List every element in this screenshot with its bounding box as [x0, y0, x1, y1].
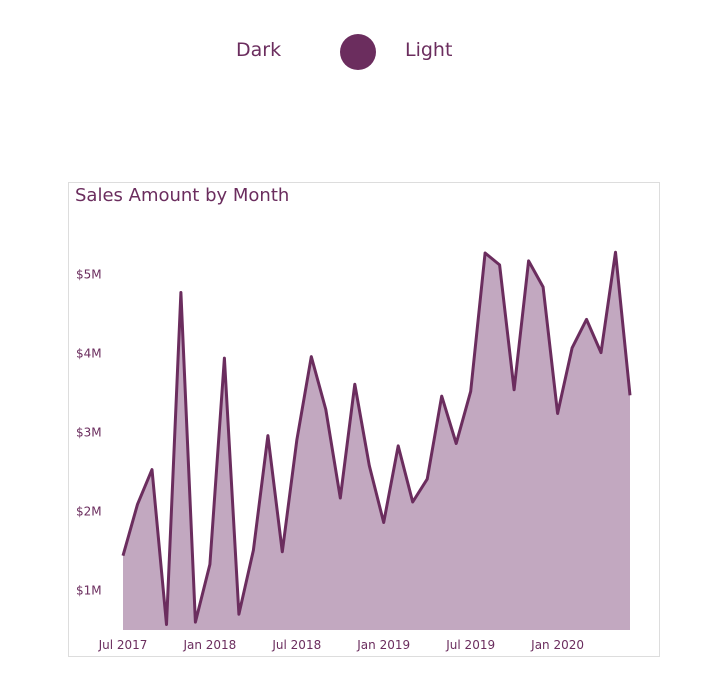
theme-toggle-switch[interactable] — [313, 33, 379, 71]
chart-title: Sales Amount by Month — [75, 185, 290, 206]
y-tick-label: $2M — [76, 505, 102, 519]
light-label: Light — [405, 39, 453, 61]
data-point-2018-02[interactable] — [222, 356, 226, 360]
x-tick-label: Jul 2017 — [98, 638, 148, 652]
data-point-2018-10[interactable] — [338, 496, 342, 500]
data-point-2019-11[interactable] — [527, 259, 531, 263]
data-point-2018-05[interactable] — [266, 434, 270, 438]
data-point-2020-06[interactable] — [628, 393, 632, 397]
data-point-2018-07[interactable] — [295, 438, 299, 442]
data-point-2019-03[interactable] — [411, 500, 415, 504]
data-point-2018-01[interactable] — [208, 562, 212, 566]
x-tick-label: Jan 2018 — [182, 638, 236, 652]
data-point-2019-12[interactable] — [541, 285, 545, 289]
data-point-2020-02[interactable] — [570, 346, 574, 350]
data-point-2019-01[interactable] — [382, 521, 386, 525]
data-point-2020-05[interactable] — [614, 250, 618, 254]
data-point-2017-12[interactable] — [193, 620, 197, 624]
data-point-2017-09[interactable] — [150, 468, 154, 472]
data-point-2017-10[interactable] — [165, 623, 169, 627]
data-point-2018-04[interactable] — [251, 548, 255, 552]
data-point-2018-12[interactable] — [367, 464, 371, 468]
data-point-2019-10[interactable] — [512, 388, 516, 392]
data-point-2018-11[interactable] — [353, 382, 357, 386]
data-point-2019-05[interactable] — [440, 394, 444, 398]
data-point-2020-04[interactable] — [599, 351, 603, 355]
sales-line — [121, 250, 632, 626]
dark-label: Dark — [236, 39, 282, 61]
data-point-2019-07[interactable] — [469, 389, 473, 393]
data-point-2018-06[interactable] — [280, 550, 284, 554]
data-point-2018-09[interactable] — [324, 408, 328, 412]
data-point-2018-03[interactable] — [237, 612, 241, 616]
theme-toggle-row: Dark Light — [0, 30, 720, 74]
x-tick-label: Jan 2019 — [356, 638, 410, 652]
x-tick-label: Jul 2018 — [271, 638, 321, 652]
data-point-2020-03[interactable] — [585, 317, 589, 321]
data-point-2019-09[interactable] — [498, 263, 502, 267]
x-tick-label: Jan 2020 — [530, 638, 584, 652]
y-tick-label: $1M — [76, 584, 102, 598]
data-point-2020-01[interactable] — [556, 412, 560, 416]
sales-chart-card: Sales Amount by Month $1M $2M $3M $4M $5M Jul… — [68, 182, 660, 657]
y-tick-label: $3M — [76, 425, 102, 439]
y-tick-label: $4M — [76, 346, 102, 360]
data-point-2018-08[interactable] — [309, 355, 313, 359]
data-point-2019-02[interactable] — [396, 444, 400, 448]
y-tick-label: $5M — [76, 267, 102, 281]
x-tick-label: Jul 2019 — [445, 638, 495, 652]
toggle-knob[interactable] — [340, 34, 376, 70]
data-point-2017-07[interactable] — [121, 554, 125, 558]
data-point-2019-06[interactable] — [454, 442, 458, 446]
sales-area-chart: $1M $2M $3M $4M $5M Jul 2017 Jan 2018 Jul 2018 J… — [76, 250, 632, 652]
data-point-2019-08[interactable] — [483, 251, 487, 255]
sales-area-fill — [123, 252, 630, 630]
data-point-2019-04[interactable] — [425, 477, 429, 481]
data-point-2017-08[interactable] — [136, 502, 140, 506]
data-point-2017-11[interactable] — [179, 291, 183, 295]
